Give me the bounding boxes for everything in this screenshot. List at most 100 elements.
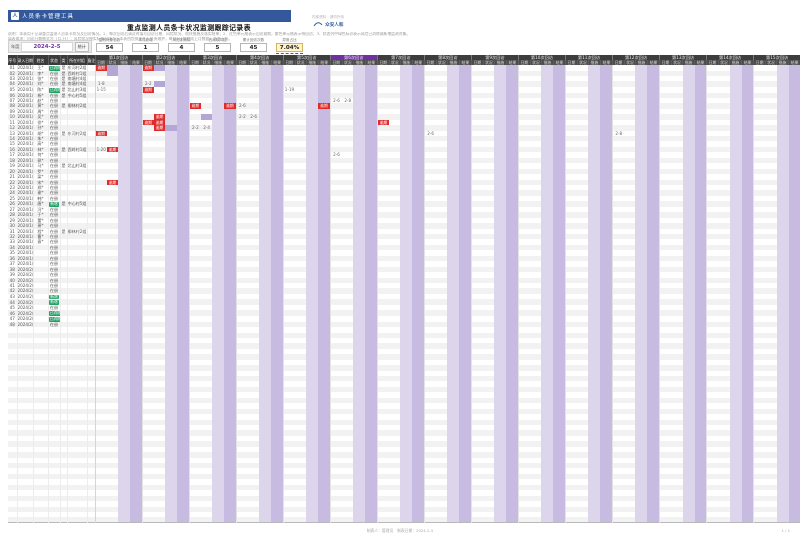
matrix-cell[interactable] xyxy=(177,255,190,262)
left-cell[interactable]: 2024/1/9 xyxy=(17,97,34,104)
matrix-cell[interactable] xyxy=(447,250,460,256)
matrix-cell[interactable] xyxy=(729,299,742,306)
matrix-cell[interactable] xyxy=(553,305,566,311)
matrix-cell[interactable] xyxy=(776,97,789,104)
matrix-cell[interactable] xyxy=(212,266,225,273)
matrix-cell[interactable] xyxy=(130,86,143,93)
matrix-cell[interactable] xyxy=(224,195,237,202)
matrix-cell[interactable] xyxy=(318,408,331,415)
left-cell[interactable] xyxy=(33,266,49,273)
left-cell[interactable] xyxy=(87,370,96,377)
matrix-cell[interactable] xyxy=(130,397,143,404)
matrix-cell[interactable] xyxy=(506,136,519,142)
matrix-cell[interactable] xyxy=(447,272,460,278)
matrix-cell[interactable]: 2-4 xyxy=(203,125,210,131)
matrix-cell[interactable] xyxy=(682,293,695,300)
matrix-cell[interactable] xyxy=(118,141,130,147)
matrix-cell[interactable] xyxy=(506,370,519,377)
matrix-cell[interactable] xyxy=(494,376,507,382)
matrix-cell[interactable] xyxy=(212,327,225,333)
matrix-cell[interactable] xyxy=(553,206,566,213)
matrix-cell[interactable] xyxy=(400,130,413,136)
matrix-cell[interactable] xyxy=(694,223,708,229)
matrix-cell[interactable] xyxy=(600,250,613,256)
matrix-cell[interactable] xyxy=(177,321,190,328)
matrix-cell[interactable] xyxy=(776,441,789,447)
matrix-cell[interactable] xyxy=(600,446,613,453)
matrix-cell[interactable] xyxy=(165,212,178,218)
matrix-cell[interactable] xyxy=(224,430,237,436)
matrix-cell[interactable] xyxy=(776,430,789,436)
matrix-cell[interactable] xyxy=(224,419,237,425)
matrix-cell[interactable] xyxy=(177,354,190,360)
left-cell[interactable] xyxy=(60,408,68,415)
left-cell[interactable] xyxy=(8,337,18,344)
matrix-cell[interactable] xyxy=(177,223,190,229)
left-cell[interactable]: 是 xyxy=(60,92,68,98)
matrix-cell[interactable] xyxy=(776,250,789,256)
matrix-cell[interactable] xyxy=(541,266,554,273)
matrix-cell[interactable] xyxy=(635,190,648,196)
matrix-cell[interactable] xyxy=(600,228,613,235)
matrix-cell[interactable] xyxy=(118,419,130,425)
matrix-cell[interactable] xyxy=(588,234,601,240)
matrix-cell[interactable] xyxy=(400,81,413,87)
matrix-cell[interactable] xyxy=(259,76,272,82)
matrix-cell[interactable] xyxy=(729,152,742,158)
matrix-cell[interactable] xyxy=(154,81,166,87)
matrix-cell[interactable] xyxy=(353,114,366,120)
left-cell[interactable]: 在册 xyxy=(48,108,61,115)
matrix-cell[interactable] xyxy=(212,293,225,300)
matrix-cell[interactable] xyxy=(130,146,143,153)
matrix-cell[interactable] xyxy=(694,403,708,409)
left-cell[interactable]: 2024/1/10 xyxy=(17,103,34,109)
matrix-cell[interactable] xyxy=(494,327,507,333)
matrix-cell[interactable] xyxy=(412,332,425,338)
left-cell[interactable]: 在册 xyxy=(48,239,61,245)
matrix-cell[interactable] xyxy=(130,354,143,360)
matrix-cell[interactable] xyxy=(494,157,507,164)
left-cell[interactable]: 郑* xyxy=(33,184,49,191)
matrix-cell[interactable] xyxy=(682,206,695,213)
matrix-cell[interactable] xyxy=(553,370,566,377)
matrix-cell[interactable] xyxy=(224,228,237,235)
matrix-cell[interactable] xyxy=(412,370,425,377)
matrix-cell[interactable] xyxy=(729,86,742,93)
matrix-cell[interactable] xyxy=(212,255,225,262)
matrix-cell[interactable] xyxy=(447,130,460,136)
matrix-cell[interactable] xyxy=(447,310,460,317)
matrix-cell[interactable] xyxy=(306,255,319,262)
matrix-cell[interactable] xyxy=(165,386,178,393)
left-cell[interactable] xyxy=(60,217,68,224)
matrix-cell[interactable] xyxy=(682,430,695,436)
matrix-cell[interactable] xyxy=(741,250,755,256)
left-cell[interactable] xyxy=(60,299,68,306)
matrix-cell[interactable] xyxy=(741,70,755,77)
matrix-cell[interactable] xyxy=(306,206,319,213)
matrix-cell[interactable] xyxy=(541,70,554,77)
matrix-cell[interactable] xyxy=(306,184,319,191)
left-cell[interactable] xyxy=(87,337,96,344)
matrix-cell[interactable] xyxy=(224,114,237,120)
matrix-cell[interactable] xyxy=(506,146,519,153)
left-cell[interactable] xyxy=(87,206,96,213)
left-cell[interactable]: 2024/1/16 xyxy=(17,146,34,153)
left-cell[interactable]: 林* xyxy=(33,146,49,153)
matrix-cell[interactable] xyxy=(177,424,190,431)
matrix-cell[interactable] xyxy=(177,141,190,147)
left-cell[interactable] xyxy=(87,92,96,98)
left-cell[interactable]: 2024/1/5 xyxy=(17,70,34,77)
matrix-cell[interactable] xyxy=(118,408,130,415)
matrix-cell[interactable] xyxy=(600,441,613,447)
matrix-cell[interactable]: 逾期 xyxy=(107,179,118,185)
matrix-cell[interactable] xyxy=(365,206,378,213)
matrix-cell[interactable] xyxy=(412,288,425,294)
matrix-cell[interactable] xyxy=(118,179,130,185)
stats-button[interactable]: 统计 xyxy=(74,41,89,52)
matrix-cell[interactable] xyxy=(224,184,237,191)
matrix-cell[interactable] xyxy=(506,234,519,240)
left-cell[interactable] xyxy=(67,327,88,333)
matrix-cell[interactable] xyxy=(118,168,130,175)
matrix-cell[interactable] xyxy=(259,332,272,338)
matrix-cell[interactable] xyxy=(541,424,554,431)
